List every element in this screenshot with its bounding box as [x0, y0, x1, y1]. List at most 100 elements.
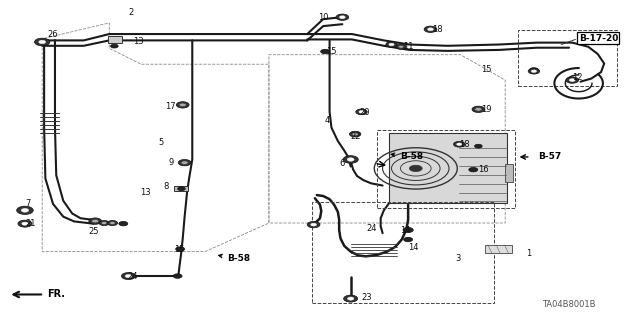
Text: 6: 6 [339, 159, 344, 168]
Text: 18: 18 [460, 140, 470, 149]
Circle shape [125, 274, 132, 278]
Circle shape [39, 40, 45, 44]
Circle shape [119, 221, 128, 226]
Circle shape [343, 156, 358, 163]
Text: 13: 13 [134, 38, 144, 47]
Circle shape [468, 167, 477, 172]
Circle shape [454, 141, 465, 147]
Text: 4: 4 [325, 116, 330, 125]
Bar [312, 202, 494, 303]
Circle shape [22, 222, 28, 225]
Text: FR.: FR. [47, 289, 65, 300]
Circle shape [321, 49, 330, 54]
Circle shape [175, 247, 184, 251]
Bar [378, 130, 515, 208]
Circle shape [18, 220, 32, 227]
Text: 13: 13 [140, 188, 150, 197]
Circle shape [566, 77, 579, 83]
Circle shape [111, 44, 118, 48]
Circle shape [456, 143, 462, 145]
Circle shape [386, 42, 397, 48]
Text: 8: 8 [164, 182, 169, 191]
Circle shape [176, 102, 189, 108]
Circle shape [529, 68, 538, 72]
Text: 19: 19 [481, 105, 492, 114]
Text: B-57: B-57 [538, 152, 562, 161]
Circle shape [92, 219, 99, 223]
Circle shape [339, 16, 345, 19]
Text: 9: 9 [168, 158, 173, 167]
Text: B-58: B-58 [391, 152, 423, 161]
Circle shape [344, 295, 358, 302]
Circle shape [17, 206, 33, 214]
Circle shape [89, 218, 102, 224]
Circle shape [424, 26, 437, 33]
Circle shape [570, 79, 575, 82]
Text: 3: 3 [456, 254, 461, 263]
Text: 2: 2 [129, 8, 134, 17]
Circle shape [109, 222, 115, 225]
Text: 11: 11 [403, 42, 413, 51]
Text: 16: 16 [478, 165, 489, 174]
Circle shape [181, 161, 188, 164]
Bar [518, 30, 617, 86]
Text: 18: 18 [432, 26, 442, 34]
Text: 15: 15 [174, 245, 185, 254]
Circle shape [349, 131, 361, 137]
Circle shape [101, 222, 107, 225]
Text: 14: 14 [400, 226, 410, 235]
Text: 17: 17 [166, 102, 176, 111]
Text: 25: 25 [89, 227, 99, 236]
Circle shape [348, 158, 354, 161]
Circle shape [348, 297, 354, 300]
Text: 10: 10 [318, 13, 328, 22]
Circle shape [356, 109, 367, 115]
Text: 23: 23 [362, 293, 372, 302]
Bar [108, 36, 122, 43]
Circle shape [352, 132, 358, 136]
Circle shape [179, 103, 186, 107]
FancyArrowPatch shape [521, 155, 528, 159]
Circle shape [108, 220, 118, 226]
Circle shape [21, 208, 29, 212]
Circle shape [398, 45, 404, 48]
Circle shape [311, 223, 317, 226]
Circle shape [410, 165, 422, 172]
Circle shape [528, 68, 540, 74]
Circle shape [359, 111, 364, 113]
Text: 24: 24 [127, 272, 138, 281]
Bar [389, 133, 507, 203]
Circle shape [122, 272, 136, 279]
Text: B-17-20: B-17-20 [579, 34, 618, 43]
Circle shape [472, 106, 484, 113]
Text: 24: 24 [366, 224, 376, 233]
Text: 20: 20 [360, 108, 370, 117]
Circle shape [336, 14, 349, 20]
Bar [505, 164, 513, 182]
Circle shape [173, 274, 182, 278]
Text: 7: 7 [25, 199, 30, 208]
Circle shape [475, 108, 482, 111]
Circle shape [35, 38, 50, 46]
Circle shape [396, 44, 406, 49]
Text: 12: 12 [572, 73, 583, 82]
Text: 1: 1 [525, 249, 531, 258]
Text: 14: 14 [408, 243, 419, 252]
Text: 26: 26 [47, 30, 58, 39]
Circle shape [99, 220, 109, 226]
Text: 21: 21 [25, 219, 35, 228]
Circle shape [474, 144, 482, 148]
Bar [174, 186, 188, 191]
Circle shape [389, 43, 394, 46]
Circle shape [177, 187, 185, 191]
Text: 22: 22 [351, 132, 361, 141]
Circle shape [178, 160, 191, 166]
Circle shape [428, 28, 433, 31]
Circle shape [403, 227, 413, 233]
Text: TA04B8001B: TA04B8001B [542, 300, 596, 309]
Circle shape [307, 221, 320, 228]
Text: 15: 15 [326, 47, 337, 56]
Bar [484, 245, 511, 253]
Text: B-58: B-58 [219, 254, 250, 263]
Text: 5: 5 [159, 137, 164, 146]
